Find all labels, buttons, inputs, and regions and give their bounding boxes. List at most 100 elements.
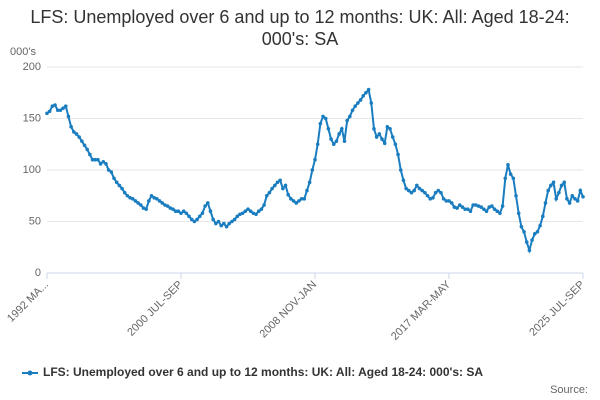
data-point: [302, 197, 307, 201]
data-point: [524, 240, 529, 244]
data-point: [353, 104, 358, 108]
data-point: [214, 221, 218, 226]
data-point: [197, 214, 202, 219]
data-point: [508, 172, 513, 176]
data-point: [181, 209, 186, 213]
data-point: [184, 211, 189, 216]
data-point: [270, 186, 274, 191]
data-point: [377, 132, 382, 136]
data-point: [398, 168, 403, 172]
data-point: [465, 207, 470, 211]
data-point: [155, 197, 159, 201]
data-point: [195, 217, 199, 222]
data-point: [61, 106, 65, 110]
data-point: [425, 193, 430, 198]
data-point: [337, 132, 341, 136]
data-point: [109, 170, 114, 174]
data-point: [165, 204, 170, 208]
data-point: [157, 199, 162, 203]
data-point: [471, 203, 475, 207]
data-point: [98, 162, 103, 166]
data-point: [401, 178, 406, 183]
data-point: [331, 142, 336, 147]
data-point: [433, 190, 438, 195]
data-point: [460, 205, 465, 209]
data-point: [538, 223, 542, 228]
data-point: [216, 219, 221, 224]
data-point: [289, 197, 293, 201]
x-tick-label: 2008 NOV-JAN: [258, 279, 320, 341]
data-point: [80, 139, 84, 143]
data-point: [329, 137, 333, 141]
data-point: [69, 124, 73, 129]
legend-label: LFS: Unemployed over 6 and up to 12 mont…: [43, 365, 483, 379]
data-point: [557, 190, 561, 195]
data-point: [82, 143, 87, 148]
data-point: [101, 159, 106, 164]
data-point: [315, 142, 320, 147]
data-point: [447, 199, 451, 203]
data-point: [498, 211, 502, 216]
data-point: [203, 204, 207, 208]
data-point: [340, 127, 344, 131]
data-point: [88, 152, 92, 157]
data-point: [565, 197, 569, 201]
data-point: [388, 127, 392, 131]
data-point: [66, 114, 71, 119]
data-point: [492, 207, 497, 211]
data-point: [441, 197, 446, 201]
y-tick-label: 0: [35, 267, 41, 279]
data-point: [345, 118, 349, 123]
data-point: [321, 114, 325, 119]
data-point: [369, 101, 374, 105]
data-point: [286, 192, 291, 197]
data-point: [530, 238, 534, 242]
data-point: [463, 207, 467, 211]
data-point: [380, 137, 384, 141]
data-point: [267, 190, 272, 195]
data-point: [532, 232, 537, 236]
y-axis-label: 000's: [10, 46, 36, 58]
data-point: [326, 127, 331, 131]
data-point: [235, 214, 240, 219]
data-point: [364, 90, 368, 95]
data-point: [283, 183, 288, 188]
data-point: [519, 224, 524, 229]
data-point: [393, 142, 398, 147]
data-point: [482, 207, 486, 211]
data-point: [222, 221, 226, 226]
data-point: [350, 108, 355, 113]
data-point: [396, 152, 400, 157]
data-point: [149, 193, 154, 198]
data-point: [224, 224, 229, 229]
data-point: [305, 188, 309, 193]
data-point: [206, 201, 210, 205]
data-point: [291, 199, 296, 203]
data-point: [96, 157, 100, 162]
data-point: [522, 230, 526, 234]
data-point: [120, 186, 124, 191]
data-point: [90, 157, 95, 162]
data-point: [382, 141, 387, 146]
data-point: [490, 204, 494, 208]
data-point: [227, 221, 232, 226]
data-point: [436, 188, 441, 193]
legend-marker: [27, 370, 33, 376]
data-point: [562, 180, 567, 185]
x-tick-label: 2017 MAR-MAY: [389, 278, 454, 343]
data-point: [500, 204, 505, 208]
data-point: [136, 201, 140, 205]
data-point: [72, 130, 76, 134]
data-point: [47, 109, 52, 114]
data-point: [573, 197, 577, 201]
data-point: [85, 147, 89, 152]
data-point: [58, 108, 63, 113]
data-point: [144, 207, 148, 211]
data-point: [53, 103, 57, 107]
data-point: [506, 163, 510, 167]
data-point: [546, 188, 550, 193]
data-point: [390, 135, 395, 139]
data-point: [275, 180, 280, 185]
data-point: [192, 219, 197, 224]
